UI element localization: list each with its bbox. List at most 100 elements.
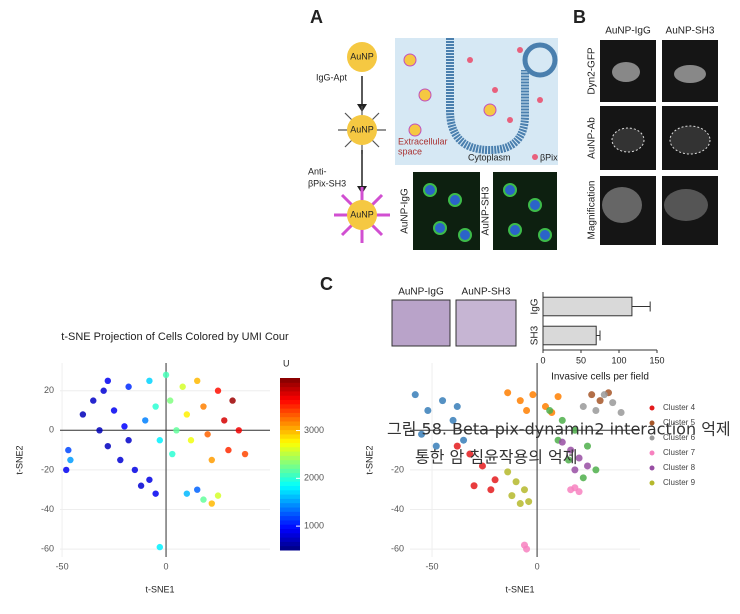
- point: [208, 456, 215, 464]
- point: [617, 408, 625, 416]
- y-axis-label: t-SNE2: [364, 445, 374, 474]
- point: [418, 430, 426, 438]
- point: [204, 431, 211, 438]
- point: [525, 498, 533, 506]
- colorbar-step: [280, 468, 300, 474]
- point: [571, 466, 579, 474]
- point: [516, 500, 524, 508]
- point: [65, 446, 72, 454]
- colorbar-step: [280, 507, 300, 512]
- invasion-image: [391, 299, 451, 347]
- chart-title: t-SNE Projection of Cells Colored by UMI…: [61, 331, 289, 343]
- point: [96, 427, 103, 434]
- caption: 통한 암 침윤작용의 억제: [415, 448, 577, 467]
- point: [453, 403, 461, 411]
- point: [104, 442, 112, 450]
- point: [214, 387, 222, 394]
- y-tick-label: 20: [44, 385, 54, 395]
- point: [491, 476, 499, 484]
- panel-label: A: [310, 7, 323, 27]
- particle-label: AuNP: [350, 51, 374, 61]
- colorbar-step: [280, 489, 300, 495]
- point: [449, 416, 457, 424]
- point: [588, 391, 596, 399]
- colorbar-label: U: [283, 358, 290, 368]
- point: [512, 478, 520, 486]
- colorbar-step: [280, 382, 300, 388]
- step-label: Anti-: [308, 166, 327, 176]
- point: [520, 486, 528, 494]
- point: [208, 500, 215, 507]
- colorbar-step: [280, 455, 300, 461]
- step-label: βPix-SH3: [308, 178, 346, 188]
- y-tick-label: -60: [41, 543, 54, 553]
- legend-label: Cluster 6: [663, 433, 696, 442]
- y-tick-label: -40: [391, 504, 404, 514]
- image-label: AuNP-SH3: [481, 186, 492, 235]
- point: [235, 427, 243, 434]
- x-tick-label: 50: [576, 355, 586, 365]
- point: [241, 450, 249, 458]
- point: [183, 490, 191, 497]
- point: [110, 407, 118, 414]
- particles-small: [403, 53, 497, 137]
- region-label: space: [398, 146, 422, 156]
- point: [558, 438, 566, 446]
- point: [125, 383, 132, 390]
- point: [100, 387, 107, 394]
- point: [156, 543, 164, 551]
- step-label: IgG-Apt: [316, 72, 348, 82]
- point: [592, 466, 600, 474]
- point: [567, 446, 575, 454]
- colorbar-step: [280, 528, 300, 534]
- colorbar-step: [280, 438, 300, 443]
- point: [162, 371, 170, 379]
- colorbar-step: [280, 476, 300, 482]
- point: [200, 496, 207, 503]
- point: [156, 437, 164, 444]
- colorbar-tick-label: 3000: [304, 425, 324, 435]
- colorbar-step: [280, 472, 300, 478]
- y-tick-label: 0: [49, 425, 54, 435]
- x-tick-label: 100: [611, 355, 626, 365]
- point: [424, 407, 432, 415]
- legend-swatch: [649, 420, 655, 426]
- colorbar-step: [280, 416, 300, 422]
- point: [460, 436, 468, 444]
- region-label: Extracellular: [398, 136, 448, 146]
- legend-swatch: [649, 450, 655, 456]
- point: [432, 442, 440, 450]
- legend-label: βPix: [540, 152, 558, 162]
- colorbar-step: [280, 395, 300, 400]
- point: [523, 545, 531, 553]
- caption: 그림 58. Beta-pix-dynamin2 interaction 억제: [387, 420, 731, 439]
- colorbar-step: [280, 532, 300, 538]
- colorbar-step: [280, 537, 300, 542]
- colorbar-step: [280, 511, 300, 517]
- colorbar-step: [280, 390, 300, 396]
- region-label: Cytoplasm: [468, 152, 511, 162]
- point: [523, 407, 531, 415]
- particle-label: AuNP: [350, 124, 374, 134]
- colorbar-step: [280, 494, 300, 499]
- point: [575, 488, 583, 496]
- point: [504, 468, 512, 476]
- point: [225, 446, 232, 454]
- point: [179, 383, 186, 390]
- point: [546, 407, 554, 415]
- colorbar-step: [280, 451, 300, 456]
- colorbar-step: [280, 519, 300, 525]
- colorbar-step: [280, 545, 300, 551]
- column-label: AuNP-SH3: [666, 26, 715, 37]
- point: [117, 456, 124, 464]
- y-tick-label: -40: [41, 504, 54, 514]
- y-tick-label: SH3: [530, 325, 541, 345]
- colorbar-step: [280, 412, 300, 418]
- point: [142, 417, 149, 424]
- point: [411, 391, 419, 399]
- point: [558, 416, 566, 424]
- point: [90, 397, 97, 404]
- colorbar-step: [280, 524, 300, 529]
